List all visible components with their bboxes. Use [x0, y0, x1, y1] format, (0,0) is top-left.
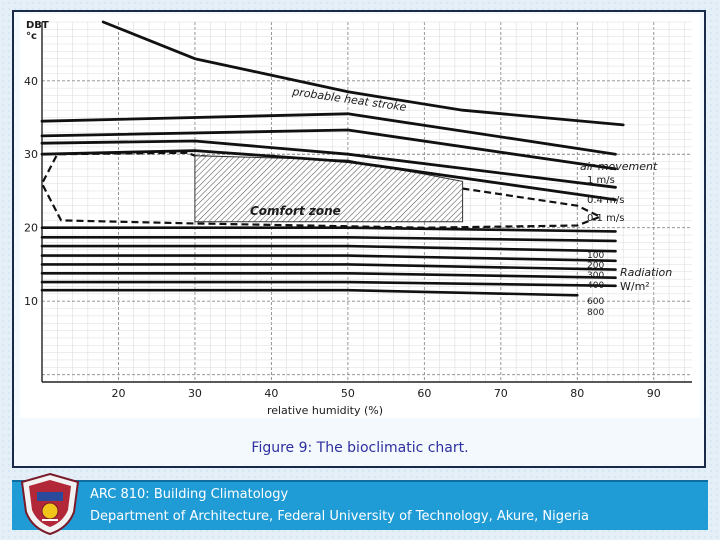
radiation-label-100: 100 — [587, 251, 604, 261]
comfort-zone-label: Comfort zone — [250, 204, 341, 218]
x-tick-label: 60 — [417, 387, 431, 400]
radiation-title: Radiation — [620, 266, 672, 279]
x-tick-label: 20 — [111, 387, 125, 400]
radiation-label-200: 200 — [587, 261, 604, 271]
chart-panel: 20 30 40 50 60 70 80 90 10 20 30 40 DBT °c probable… — [20, 14, 700, 418]
radiation-label-800: 800 — [587, 308, 604, 318]
radiation-label-400: 400 — [587, 281, 604, 291]
x-tick-label: 50 — [341, 387, 355, 400]
x-axis-label: relative humidity (%) — [267, 404, 383, 417]
curve-radiation-600 — [40, 271, 617, 280]
curve-air-movement-1-m-s — [40, 128, 617, 171]
curve-radiation-100 — [40, 226, 617, 233]
radiation-label-300: 300 — [587, 271, 604, 281]
y-tick-label: 40 — [24, 75, 38, 88]
y-tick-label: 20 — [24, 222, 38, 235]
air-movement-title: air movement — [580, 160, 658, 173]
x-tick-label: 90 — [647, 387, 661, 400]
y-tick-label: 10 — [24, 295, 38, 308]
curve-radiation-300 — [40, 244, 617, 253]
curve-comfort-base — [40, 112, 617, 156]
figure-caption: Figure 9: The bioclimatic chart. — [251, 440, 469, 456]
curve-radiation-400 — [40, 254, 617, 263]
y-axis-label-line1: DBT — [26, 20, 49, 31]
radiation-label-600: 600 — [587, 297, 604, 307]
x-tick-label: 30 — [188, 387, 202, 400]
heat-stroke-label: probable heat stroke — [291, 85, 408, 114]
y-axis-label-line2: °c — [26, 31, 37, 42]
x-tick-label: 70 — [494, 387, 508, 400]
curve-air-movement-0-1-m-s — [40, 149, 617, 202]
curve-radiation-800 — [40, 288, 579, 297]
curve-air-movement-0-4-m-s — [40, 139, 617, 189]
footer-department: Department of Architecture, Federal Univ… — [90, 509, 589, 524]
footer-course-title: ARC 810: Building Climatology — [90, 487, 289, 502]
x-tick-label: 80 — [570, 387, 584, 400]
radiation-unit: W/m² — [620, 280, 650, 293]
curve-radiation-700 — [40, 280, 617, 288]
bioclimatic-chart: 20 30 40 50 60 70 80 90 10 20 30 40 DBT °c probable… — [24, 20, 692, 417]
axis-ticks: 20 30 40 50 60 70 80 90 10 20 30 40 — [24, 75, 661, 400]
air-movement-label-2: 0.4 m/s — [587, 195, 624, 206]
curve-heat-stroke — [101, 20, 625, 127]
university-crest-icon — [20, 472, 80, 536]
footer-bar: ARC 810: Building Climatology Department… — [12, 472, 708, 536]
x-tick-label: 40 — [264, 387, 278, 400]
y-tick-label: 30 — [24, 148, 38, 161]
air-movement-label-3: 0.1 m/s — [587, 213, 624, 224]
curve-radiation-500 — [40, 263, 617, 271]
curve-radiation-200 — [40, 236, 617, 243]
curve-group — [40, 20, 625, 297]
air-movement-label-1: 1 m/s — [587, 175, 615, 186]
